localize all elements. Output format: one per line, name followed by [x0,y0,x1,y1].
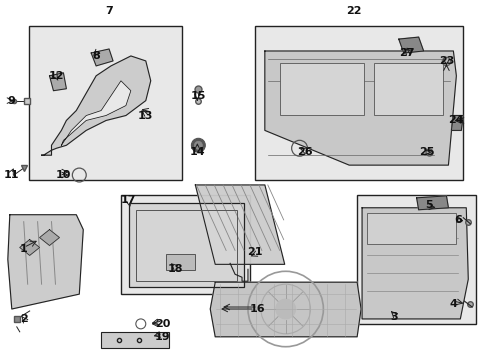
Text: 14: 14 [189,147,205,157]
Text: 4: 4 [448,299,456,309]
Polygon shape [61,81,131,145]
Text: 2: 2 [20,314,27,324]
Text: 8: 8 [92,51,100,61]
Text: 26: 26 [296,147,312,157]
Text: 1: 1 [20,244,27,255]
Bar [279,63,364,114]
Text: 20: 20 [155,319,170,329]
Text: 16: 16 [249,304,265,314]
Text: 3: 3 [389,312,397,322]
Bar [165,255,195,270]
Text: 24: 24 [447,116,463,126]
Bar [136,210,237,281]
Bar [101,332,168,348]
Bar [121,195,249,294]
Text: 19: 19 [155,332,170,342]
Polygon shape [20,239,40,255]
Polygon shape [264,51,455,165]
Bar [366,213,455,244]
Polygon shape [41,56,150,155]
Text: 5: 5 [424,200,431,210]
Bar [254,26,462,180]
Text: 12: 12 [49,71,64,81]
Polygon shape [49,73,66,91]
Circle shape [194,141,202,149]
Polygon shape [8,215,83,309]
Circle shape [275,299,295,319]
Text: 18: 18 [167,264,183,274]
Text: 17: 17 [121,195,136,205]
Text: 27: 27 [398,48,414,58]
Text: 22: 22 [346,6,361,16]
Text: 25: 25 [418,147,433,157]
Text: 13: 13 [138,111,153,121]
Polygon shape [361,208,468,319]
Polygon shape [195,185,284,264]
Text: 7: 7 [105,6,113,16]
Text: 10: 10 [56,170,71,180]
Polygon shape [210,282,360,337]
Text: 9: 9 [8,96,16,105]
Polygon shape [40,230,60,246]
Bar [356,195,475,324]
Polygon shape [450,116,462,130]
Polygon shape [91,49,113,66]
Text: 23: 23 [438,56,453,66]
Bar [29,26,182,180]
Text: 11: 11 [4,170,20,180]
Circle shape [191,138,205,152]
Polygon shape [416,196,447,210]
Text: 15: 15 [190,91,205,101]
Bar [373,63,443,114]
Text: 21: 21 [246,247,262,257]
Text: 6: 6 [453,215,461,225]
Polygon shape [398,37,423,53]
Bar [129,203,244,287]
